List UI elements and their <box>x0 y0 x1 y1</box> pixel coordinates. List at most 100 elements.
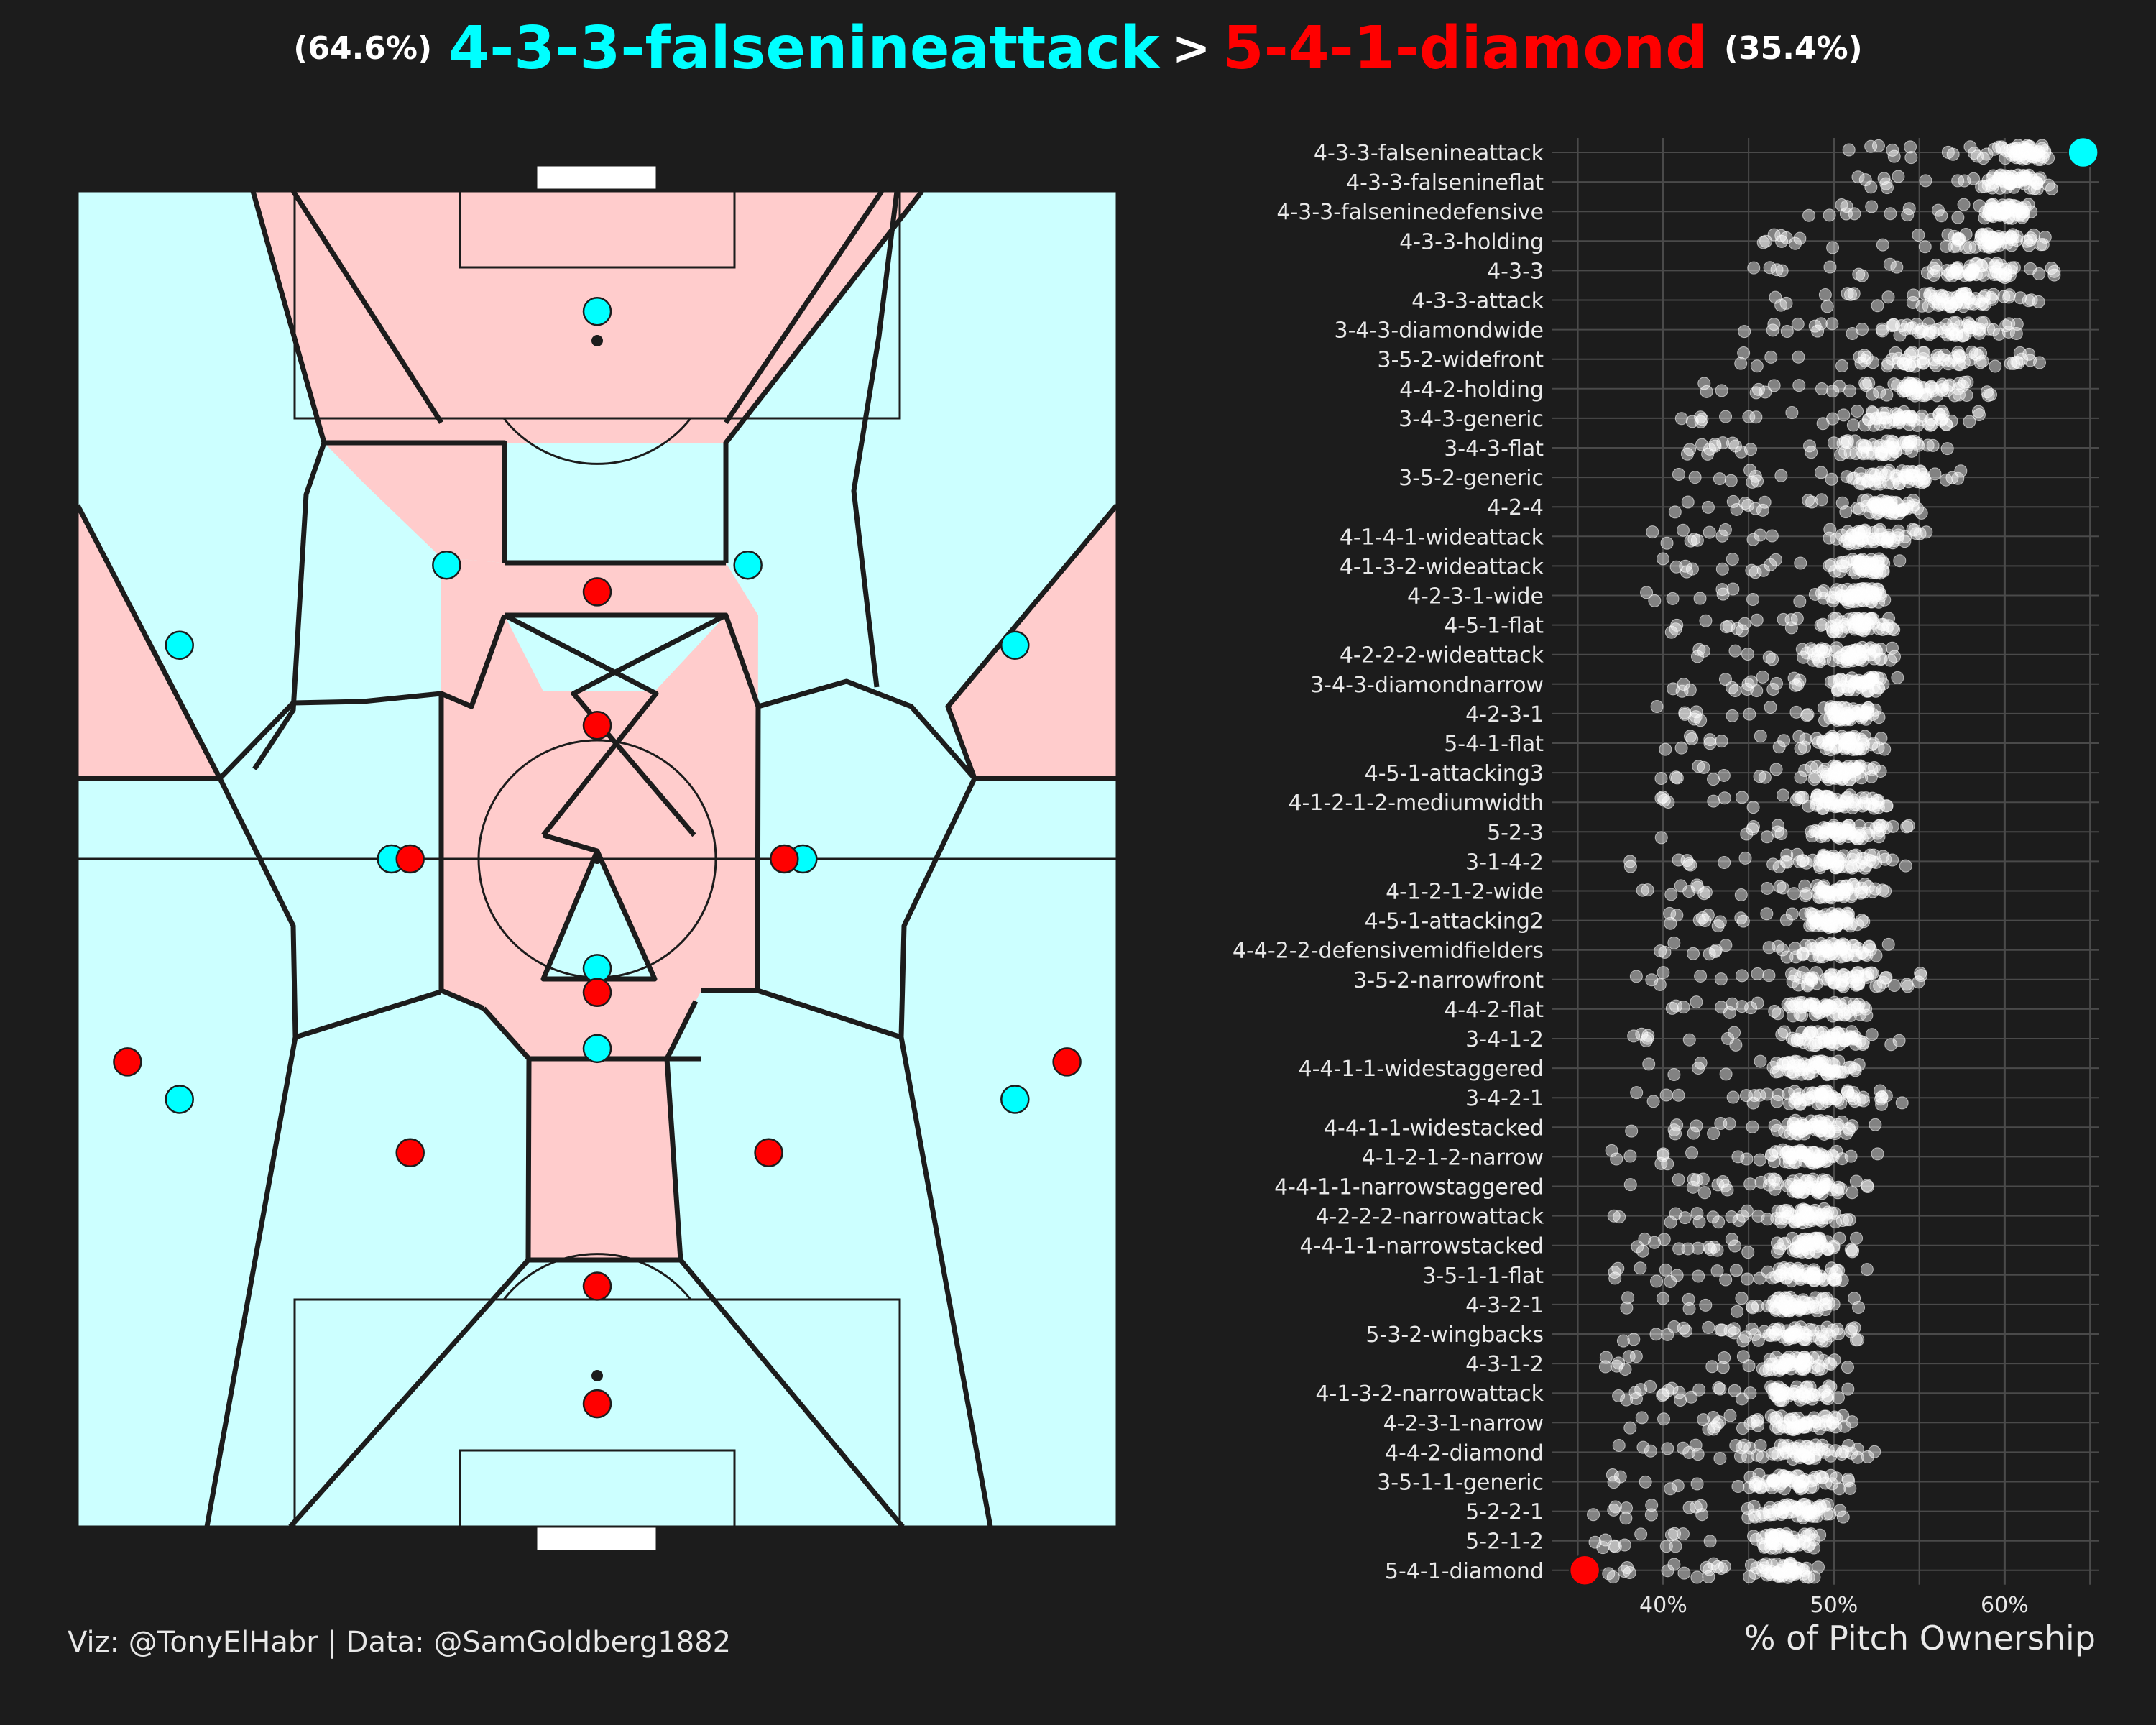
distribution-dot <box>1955 287 1969 300</box>
distribution-dot <box>1842 1123 1856 1136</box>
y-tick-label: 4-4-1-1-widestaggered <box>1298 1057 1544 1082</box>
distribution-dot <box>1774 1409 1788 1423</box>
distribution-dot <box>1661 1442 1674 1455</box>
distribution-dot <box>1707 1422 1720 1436</box>
distribution-dot <box>1735 1392 1749 1406</box>
distribution-dot <box>1715 1000 1728 1014</box>
player-left-team <box>432 550 461 580</box>
distribution-dot <box>2017 177 2031 190</box>
distribution-dot <box>1835 198 1848 212</box>
distribution-dot <box>1789 1241 1802 1255</box>
distribution-dot <box>1989 359 2002 373</box>
y-tick-label: 4-3-3-falsenineattack <box>1314 141 1544 166</box>
distribution-dot <box>1793 594 1807 608</box>
distribution-dot <box>1928 467 1942 481</box>
y-tick-label: 4-5-1-flat <box>1444 614 1544 639</box>
distribution-dot <box>1613 1470 1627 1484</box>
distribution-dot <box>1879 177 1893 190</box>
distribution-dot <box>1667 1067 1681 1081</box>
distribution-dot <box>1785 1470 1799 1484</box>
distribution-dot <box>1719 410 1733 423</box>
distribution-dot <box>1715 562 1729 576</box>
distribution-dot <box>1870 794 1884 807</box>
distribution-dot <box>1884 1038 1898 1052</box>
distribution-dot <box>1835 589 1848 603</box>
distribution-dot <box>1808 1008 1822 1021</box>
distribution-dot <box>1777 1025 1791 1039</box>
distribution-dot <box>1847 555 1861 569</box>
distribution-dot <box>1669 1207 1682 1220</box>
distribution-dot <box>1656 790 1669 804</box>
distribution-dot <box>1966 321 1979 334</box>
distribution-dot <box>1974 229 1988 242</box>
y-tick-label: 4-4-1-1-narrowstaggered <box>1274 1175 1544 1200</box>
distribution-dot <box>1826 625 1840 639</box>
distribution-dot <box>1696 911 1710 924</box>
distribution-dot <box>1623 1178 1637 1192</box>
distribution-dot <box>1692 1383 1706 1397</box>
y-tick-label: 5-2-2-1 <box>1465 1500 1544 1525</box>
y-axis-labels: 4-3-3-falsenineattack 4-3-3-falsenineflat… <box>1233 141 1544 1584</box>
distribution-dot <box>1686 1180 1700 1194</box>
distribution-dot <box>1882 416 1896 430</box>
distribution-dot <box>1998 201 2012 214</box>
y-tick-label: 3-5-2-narrowfront <box>1353 968 1544 993</box>
distribution-dot <box>1885 448 1899 461</box>
left-formation-title: 4-3-3-falsenineattack <box>448 14 1160 83</box>
distribution-dot <box>1797 650 1810 664</box>
player-right-team <box>395 844 425 874</box>
distribution-dot <box>1754 1054 1767 1068</box>
distribution-dot <box>1858 376 1872 390</box>
distribution-dot <box>1866 737 1880 750</box>
distribution-dot <box>1736 1334 1750 1348</box>
edge <box>945 503 1117 781</box>
distribution-dot <box>1841 907 1855 921</box>
six-yard-box-top <box>459 190 736 269</box>
player-left-team <box>582 1034 612 1064</box>
distribution-dot <box>1774 298 1788 312</box>
distribution-dot <box>1818 288 1832 301</box>
player-right-team <box>1052 1047 1082 1077</box>
distribution-dot <box>1783 1422 1797 1435</box>
distribution-dot <box>1852 1300 1866 1314</box>
distribution-dot <box>1996 270 2009 283</box>
distribution-dot <box>1674 1394 1687 1407</box>
distribution-dot <box>1789 678 1802 692</box>
distribution-dot <box>2014 201 2028 215</box>
distribution-dot <box>1920 525 1933 539</box>
distribution-dot <box>1640 586 1654 599</box>
distribution-dot <box>1887 650 1901 663</box>
y-tick-label: 4-4-2-2-defensivemidfielders <box>1233 939 1544 964</box>
y-tick-label: 5-3-2-wingbacks <box>1365 1322 1544 1348</box>
distribution-dot <box>1917 475 1931 489</box>
distribution-dot <box>1984 388 1997 402</box>
distribution-dot <box>1858 349 1871 362</box>
distribution-dot <box>1906 295 1920 309</box>
distribution-dot <box>1750 1414 1764 1428</box>
distribution-dot <box>1897 385 1910 398</box>
distribution-dot <box>1792 730 1806 743</box>
distribution-dot <box>1789 705 1803 719</box>
distribution-dot <box>1951 266 1965 280</box>
distribution-dot <box>1814 1500 1828 1514</box>
distribution-dot <box>1779 296 1793 310</box>
distribution-dot <box>1830 612 1843 625</box>
distribution-dot <box>1731 1305 1744 1318</box>
y-tick-label: 3-4-2-1 <box>1465 1086 1544 1111</box>
distribution-dot <box>1820 1327 1834 1340</box>
distribution-dot <box>1853 532 1866 546</box>
distribution-dot <box>1726 494 1740 508</box>
distribution-dot <box>1723 1409 1737 1422</box>
y-tick-label: 4-2-2-2-narrowattack <box>1315 1205 1544 1230</box>
distribution-dot <box>1899 353 1912 367</box>
distribution-dot <box>1859 859 1873 873</box>
distribution-dot <box>1960 389 1973 402</box>
y-tick-label: 4-3-1-2 <box>1465 1352 1544 1377</box>
distribution-dot <box>1764 558 1777 571</box>
distribution-dot <box>1907 288 1920 302</box>
distribution-dot <box>1887 150 1901 163</box>
distribution-dot <box>1771 1245 1784 1259</box>
distribution-dot <box>1791 1268 1805 1282</box>
distribution-dot <box>1871 583 1885 597</box>
distribution-dot <box>1695 438 1708 451</box>
